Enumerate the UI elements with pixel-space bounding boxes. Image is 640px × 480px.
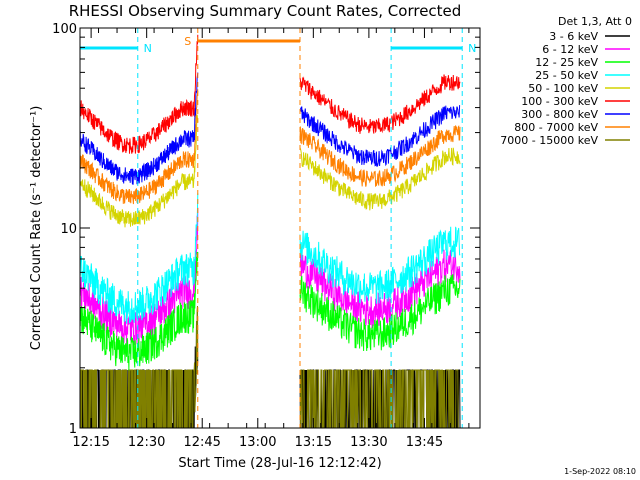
y-tick-label: 1 (69, 422, 77, 437)
axis-layer: 1 10 100 12:15 12:30 12:45 13:00 13:15 13:30 13:4… (52, 22, 480, 450)
series-line (299, 104, 461, 167)
series-line (79, 114, 199, 228)
flag-layer: N NS (79, 28, 476, 428)
series-line (299, 249, 461, 329)
legend-label: 7000 - 15000 keV (500, 134, 598, 147)
x-tick-label: 13:45 (406, 435, 443, 450)
series-line (299, 274, 461, 352)
series-line (79, 89, 199, 205)
x-tick-label: 12:45 (183, 435, 220, 450)
series-line (299, 125, 461, 187)
y-tick-label: 10 (60, 222, 77, 237)
x-axis-label: Start Time (28-Jul-16 12:12:42) (178, 456, 381, 471)
legend-label: 300 - 800 keV (521, 108, 598, 121)
series-line (299, 226, 461, 304)
legend-label: 6 - 12 keV (542, 43, 598, 56)
series-line (299, 147, 461, 211)
flag-label: N (468, 42, 476, 55)
legend-label: 3 - 6 keV (549, 30, 598, 43)
legend-label: 800 - 7000 keV (514, 121, 598, 134)
legend-label: 25 - 50 keV (535, 69, 598, 82)
series-line (299, 74, 461, 134)
footer-timestamp: 1-Sep-2022 08:10 (564, 467, 636, 476)
chart-title: RHESSI Observing Summary Count Rates, Co… (69, 2, 462, 20)
x-tick-label: 13:30 (350, 435, 387, 450)
legend-header: Det 1,3, Att 0 (558, 15, 632, 28)
series-line (79, 72, 199, 185)
plot-frame (79, 27, 481, 429)
series-line (79, 251, 199, 371)
x-tick-label: 12:30 (128, 435, 165, 450)
y-tick-label: 100 (52, 22, 77, 37)
series-line (299, 369, 460, 429)
x-tick-label: 13:15 (295, 435, 332, 450)
series-layer (79, 34, 461, 429)
legend-label: 12 - 25 keV (535, 56, 598, 69)
x-tick-label: 13:00 (239, 435, 276, 450)
legend-label: 100 - 300 keV (521, 95, 598, 108)
legend-label: 50 - 100 keV (528, 82, 598, 95)
x-tick-label: 12:15 (72, 435, 109, 450)
flag-label: S (184, 35, 191, 48)
y-axis-label: Corrected Count Rate (s⁻¹ detector⁻¹) (29, 106, 44, 351)
series-line (79, 193, 199, 324)
flag-label: N (144, 42, 152, 55)
series-line (79, 34, 199, 154)
